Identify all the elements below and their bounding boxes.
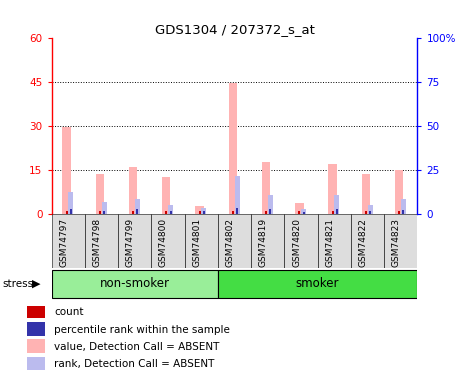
Bar <box>185 214 218 268</box>
Bar <box>402 210 404 214</box>
Bar <box>118 214 151 268</box>
Bar <box>334 195 340 214</box>
Text: GSM74799: GSM74799 <box>126 218 135 267</box>
Text: GSM74802: GSM74802 <box>226 218 234 267</box>
Bar <box>27 304 45 318</box>
Text: rank, Detection Call = ABSENT: rank, Detection Call = ABSENT <box>54 359 214 369</box>
Text: GSM74822: GSM74822 <box>358 218 368 267</box>
Bar <box>102 202 106 214</box>
Bar <box>395 170 403 214</box>
Bar <box>136 209 138 214</box>
Bar <box>332 211 333 214</box>
Bar <box>99 211 101 214</box>
Bar <box>268 195 273 214</box>
Bar <box>298 211 300 214</box>
Bar <box>27 357 45 370</box>
Bar <box>251 214 284 268</box>
Bar <box>70 209 72 214</box>
Bar <box>132 211 134 214</box>
Bar <box>162 177 171 214</box>
Bar <box>166 211 167 214</box>
Bar <box>218 214 251 268</box>
Bar <box>284 214 318 268</box>
Bar <box>62 127 71 214</box>
Bar <box>85 214 118 268</box>
Bar <box>201 208 206 214</box>
Bar <box>262 162 270 214</box>
Text: smoker: smoker <box>296 277 340 290</box>
Bar <box>369 211 371 214</box>
Text: GSM74797: GSM74797 <box>59 218 68 267</box>
Bar <box>52 214 85 268</box>
Bar <box>303 212 305 214</box>
Text: GSM74798: GSM74798 <box>92 218 101 267</box>
Bar <box>196 206 204 214</box>
Text: GSM74820: GSM74820 <box>292 218 301 267</box>
Bar <box>362 174 370 214</box>
Text: GSM74821: GSM74821 <box>325 218 334 267</box>
Bar <box>135 199 140 214</box>
Bar <box>336 209 338 214</box>
Text: GSM74819: GSM74819 <box>259 218 268 267</box>
Text: GSM74801: GSM74801 <box>192 218 201 267</box>
Bar <box>203 211 205 214</box>
Bar <box>151 214 185 268</box>
Bar <box>328 164 337 214</box>
Bar <box>365 211 367 214</box>
Bar <box>229 83 237 214</box>
Bar <box>66 211 68 214</box>
Text: non-smoker: non-smoker <box>100 277 170 290</box>
Bar <box>234 176 240 214</box>
Bar <box>52 270 218 298</box>
Bar <box>318 214 351 268</box>
Bar <box>27 322 45 336</box>
Bar <box>269 209 272 214</box>
Bar <box>198 211 201 214</box>
Bar <box>398 211 400 214</box>
Bar <box>368 205 373 214</box>
Bar <box>96 174 104 214</box>
Text: stress: stress <box>2 279 33 289</box>
Bar <box>351 214 384 268</box>
Bar <box>129 167 137 214</box>
Bar <box>301 209 306 214</box>
Bar <box>232 211 234 214</box>
Bar <box>103 211 105 214</box>
Text: GSM74800: GSM74800 <box>159 218 168 267</box>
Bar <box>168 205 173 214</box>
Bar <box>295 204 303 214</box>
Text: value, Detection Call = ABSENT: value, Detection Call = ABSENT <box>54 342 219 352</box>
Bar <box>384 214 417 268</box>
Bar <box>27 339 45 353</box>
Text: percentile rank within the sample: percentile rank within the sample <box>54 324 230 334</box>
Bar <box>170 211 172 214</box>
Bar <box>265 211 267 214</box>
Bar <box>218 270 417 298</box>
Text: count: count <box>54 307 83 317</box>
Text: GSM74823: GSM74823 <box>392 218 401 267</box>
Bar <box>401 199 406 214</box>
Title: GDS1304 / 207372_s_at: GDS1304 / 207372_s_at <box>155 23 314 36</box>
Text: ▶: ▶ <box>32 279 40 289</box>
Bar <box>68 192 73 214</box>
Bar <box>236 208 238 214</box>
